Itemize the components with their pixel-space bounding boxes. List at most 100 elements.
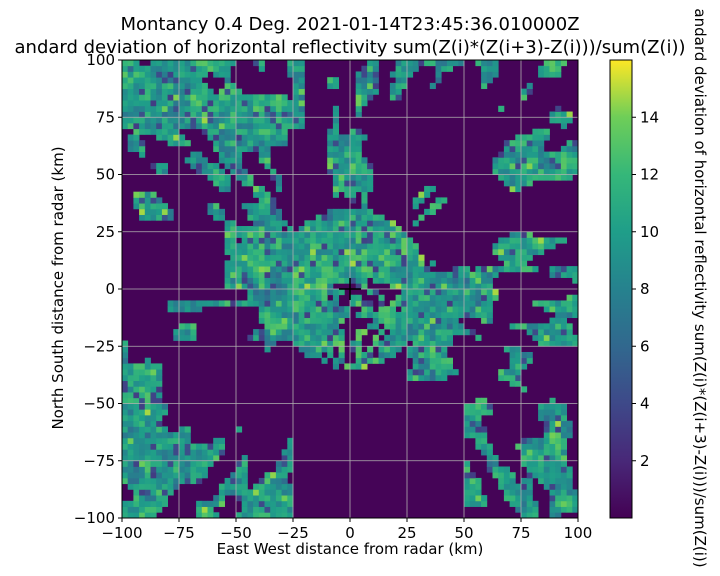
radar-cell [560,174,567,181]
radar-cell [549,443,556,450]
radar-cell [218,489,225,496]
radar-cell [332,277,339,284]
radar-cell [122,77,129,84]
radar-cell [469,489,476,496]
radar-cell [464,306,471,313]
radar-cell [378,357,385,364]
radar-cell [555,403,562,410]
radar-cell [144,65,151,72]
radar-cell [190,466,197,473]
radar-cell [213,512,220,519]
radar-cell [293,122,300,130]
radar-cell [378,231,385,238]
radar-cell [127,403,134,410]
radar-cell [526,231,533,238]
radar-cell [327,168,334,175]
radar-cell [236,157,243,164]
radar-cell [241,128,248,135]
radar-cell [150,60,157,67]
colorbar-tick-label: 14 [640,108,659,126]
radar-cell [429,340,436,347]
radar-cell [344,277,351,284]
radar-cell [355,271,362,278]
radar-cell [275,323,282,330]
radar-cell [264,277,271,284]
radar-cell [213,449,220,456]
radar-cell [241,168,248,175]
radar-cell [241,243,248,250]
radar-cell [515,483,522,490]
radar-cell [509,363,516,370]
radar-cell [122,420,129,427]
radar-cell [458,283,465,290]
radar-cell [139,145,146,153]
radar-cell [270,283,277,290]
radar-cell [367,163,374,170]
radar-cell [230,254,237,261]
radar-cell [521,443,528,450]
radar-cell [310,317,317,324]
radar-cell [572,151,579,158]
radar-cell [498,266,505,273]
radar-cell [429,323,436,330]
radar-cell [139,380,146,387]
radar-cell [139,466,146,473]
radar-cell [418,60,425,67]
radar-cell [264,340,271,347]
radar-cell [264,117,271,124]
radar-cell [509,254,516,261]
radar-cell [258,500,265,507]
radar-cell [435,65,442,72]
radar-cell [275,311,282,319]
radar-cell [555,420,562,427]
radar-cell [184,443,191,450]
radar-cell [156,409,163,416]
x-tick-label: 75 [511,524,530,542]
radar-cell [167,94,174,101]
radar-cell [429,208,436,215]
radar-cell [133,117,140,124]
radar-cell [310,243,317,250]
radar-cell [503,369,510,376]
radar-cell [144,122,151,130]
radar-cell [332,111,339,118]
radar-cell [241,460,248,467]
radar-cell [549,460,556,467]
radar-cell [144,208,151,215]
radar-cell [230,111,237,118]
radar-cell [555,174,562,181]
radar-cell [298,100,305,107]
radar-cell [389,237,396,244]
radar-cell [458,271,465,278]
radar-cell [184,111,191,118]
radar-cell [367,231,374,238]
radar-cell [378,317,385,324]
radar-cell [184,77,191,84]
radar-cell [127,483,134,490]
radar-cell [321,243,328,250]
radar-cell [532,443,539,450]
radar-cell [446,334,453,341]
radar-cell [389,351,396,359]
radar-cell [304,283,311,290]
radar-cell [384,340,391,347]
radar-cell [566,495,573,502]
radar-cell [389,277,396,284]
radar-cell [372,357,379,364]
radar-cell [270,134,277,141]
radar-cell [566,271,573,278]
radar-cell [350,180,357,187]
radar-cell [355,357,362,364]
radar-cell [446,277,453,284]
radar-cell [298,334,305,341]
radar-cell [332,248,339,256]
radar-cell [167,472,174,479]
radar-cell [122,363,129,370]
radar-cell [452,311,459,319]
radar-cell [532,237,539,244]
radar-cell [133,437,140,444]
radar-cell [389,334,396,341]
radar-cell [275,134,282,141]
radar-cell [549,71,556,78]
radar-cell [156,403,163,410]
